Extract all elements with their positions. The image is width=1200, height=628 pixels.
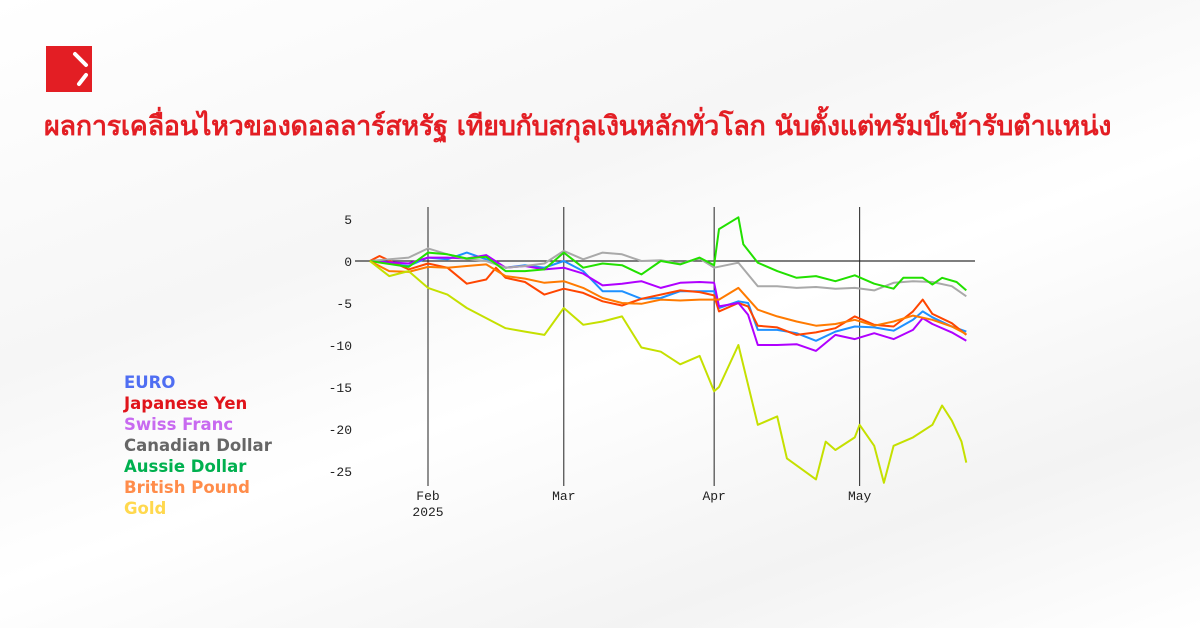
x-tick-label: May bbox=[848, 489, 872, 504]
y-tick-label: -10 bbox=[329, 339, 352, 354]
brand-logo bbox=[46, 46, 92, 92]
chart-legend: EURO Japanese Yen Swiss Franc Canadian D… bbox=[124, 372, 272, 519]
x-tick-label: Feb bbox=[416, 489, 439, 504]
x-tick-sublabel: 2025 bbox=[412, 505, 443, 520]
series-line-swiss-franc bbox=[369, 254, 967, 352]
legend-item-gold: Gold bbox=[124, 499, 167, 518]
x-tick-label: Apr bbox=[702, 489, 725, 504]
y-tick-label: -15 bbox=[329, 381, 352, 396]
y-tick-label: -5 bbox=[336, 297, 352, 312]
legend-item-canadian-dollar: Canadian Dollar bbox=[124, 436, 272, 455]
y-tick-label: -25 bbox=[329, 465, 352, 480]
legend-item-british-pound: British Pound bbox=[124, 478, 250, 497]
legend-item-aussie-dollar: Aussie Dollar bbox=[124, 457, 247, 476]
legend-item-japanese-yen: Japanese Yen bbox=[124, 394, 248, 413]
series-line-gold bbox=[369, 260, 968, 484]
y-tick-label: 0 bbox=[344, 255, 352, 270]
legend-item-euro: EURO bbox=[124, 373, 176, 392]
x-tick-label: Mar bbox=[552, 489, 575, 504]
series-line-aussie-dollar bbox=[369, 216, 967, 292]
legend-item-swiss-franc: Swiss Franc bbox=[124, 415, 234, 434]
series-line-british-pound bbox=[369, 260, 967, 335]
y-tick-label: 5 bbox=[344, 213, 352, 228]
page-title: ผลการเคลื่อนไหวของดอลลาร์สหรัฐ เทียบกับส… bbox=[44, 111, 1112, 142]
logo-icon bbox=[46, 46, 92, 92]
y-tick-label: -20 bbox=[329, 423, 352, 438]
